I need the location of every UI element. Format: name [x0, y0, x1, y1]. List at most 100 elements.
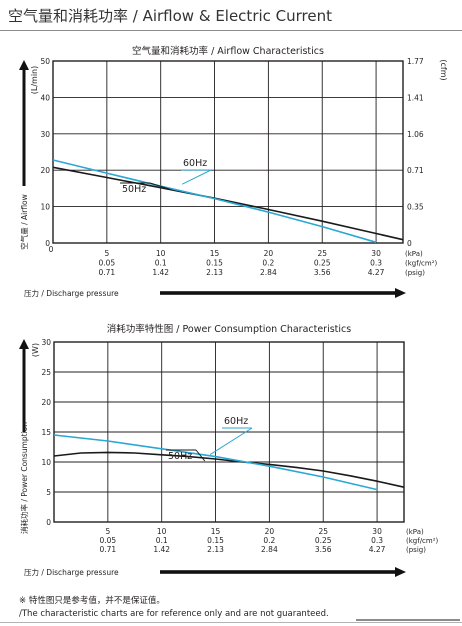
chart1-y2-unit: (cfm): [439, 59, 448, 80]
footer-mark: [356, 619, 460, 621]
chart2-x-unit: (psig): [406, 546, 426, 554]
chart1-y-tick-label: 50: [40, 57, 50, 66]
page-title: 空气量和消耗功率 / Airflow & Electric Current: [8, 7, 333, 25]
chart2-x-axis-title: 压力 / Discharge pressure: [24, 567, 119, 577]
chart2-x-tick-kgf: 0.05: [99, 536, 116, 545]
chart1-x-tick-kpa: 15: [210, 249, 220, 258]
chart2-x-tick-kgf: 0.3: [371, 536, 383, 545]
chart1-x-zero: 0: [49, 245, 54, 254]
chart2-series-60hz: [53, 434, 378, 491]
chart2-series-50hz: [53, 451, 405, 488]
chart2-x-tick-psig: 2.13: [207, 545, 224, 554]
chart2-x-tick-kgf: 0.25: [315, 536, 332, 545]
chart2-x-unit: (kPa): [406, 528, 424, 536]
chart2-x-tick-kgf: 0.2: [263, 536, 275, 545]
chart2-title: 消耗功率特性图 / Power Consumption Characterist…: [107, 323, 351, 335]
chart1-frame: [52, 60, 404, 244]
chart1-x-tick-psig: 2.13: [206, 268, 223, 277]
chart2-x-tick-kgf: 0.15: [207, 536, 224, 545]
chart1-y-tick-label: 10: [40, 203, 50, 212]
chart1-y2-tick-label: 0: [407, 239, 412, 248]
chart1-y2-tick-label: 0.35: [407, 203, 424, 212]
chart1-series-50hz: [52, 166, 404, 241]
chart1-x-tick-psig: 0.71: [98, 268, 115, 277]
chart1-y-axis-title: 空气量 / Airflow: [19, 194, 29, 250]
chart1-x-tick-kgf: 0.2: [262, 259, 274, 268]
chart1-series-60hz: [52, 159, 377, 244]
chart2-x-arrow-shaft: [160, 570, 398, 574]
chart1-x-tick-kpa: 25: [317, 249, 327, 258]
chart1-y-arrow-shaft: [22, 68, 26, 186]
chart2-y-tick-label: 10: [41, 458, 51, 467]
chart1-series-label-50hz: 50Hz: [122, 184, 146, 195]
chart1-callout-line-60hz: [182, 169, 212, 185]
chart2-x-unit: (kgf/cm²): [406, 537, 439, 545]
chart1-x-tick-kgf: 0.05: [98, 259, 115, 268]
chart2-y-axis-title: 消耗功率 / Power Consumption: [19, 422, 29, 534]
chart1-y-tick-label: 20: [40, 166, 50, 175]
footnote-zh: ※ 特性图只是参考值，并不是保证值。: [19, 596, 165, 606]
chart1-series-label-60hz: 60Hz: [183, 158, 207, 169]
chart1-callout-line-50hz: [149, 182, 172, 191]
chart1-y-tick-label: 30: [40, 130, 50, 139]
chart1-x-tick-psig: 1.42: [152, 268, 169, 277]
chart1-x-tick-kpa: 30: [371, 249, 381, 258]
chart2-y-arrow-head: [19, 339, 29, 349]
chart1-x-arrow-shaft: [160, 291, 398, 295]
chart1-x-tick-psig: 2.84: [260, 268, 277, 277]
chart2-callout-line-50hz: [195, 449, 206, 462]
chart2-y-tick-label: 20: [41, 398, 51, 407]
chart2-x-tick-psig: 0.71: [99, 545, 116, 554]
chart2-x-tick-psig: 1.42: [153, 545, 170, 554]
chart1-x-unit: (psig): [405, 269, 425, 277]
chart2-x-tick-kpa: 30: [372, 527, 382, 536]
chart1-y-arrow-head: [19, 60, 29, 70]
chart2-frame: [53, 341, 405, 523]
chart1-x-tick-kgf: 0.15: [206, 259, 223, 268]
chart2-x-tick-kpa: 15: [211, 527, 221, 536]
chart1-title: 空气量和消耗功率 / Airflow Characteristics: [132, 45, 324, 57]
chart1-x-tick-psig: 4.27: [368, 268, 385, 277]
chart1-x-tick-kpa: 5: [104, 249, 109, 258]
chart1-y2-tick-label: 0.71: [407, 166, 424, 175]
chart1-y2-tick-label: 1.77: [407, 57, 424, 66]
footnote: ※ 特性图只是参考值，并不是保证值。 /The characteristic c…: [19, 595, 459, 621]
chart1-x-tick-kpa: 20: [264, 249, 274, 258]
chart1-x-tick-kgf: 0.1: [155, 259, 167, 268]
chart2-x-tick-psig: 3.56: [315, 545, 332, 554]
chart2-y-tick-label: 0: [46, 518, 51, 527]
chart2-x-tick-kgf: 0.1: [156, 536, 168, 545]
chart2-x-tick-kpa: 5: [105, 527, 110, 536]
chart2-x-tick-kpa: 10: [157, 527, 167, 536]
chart2-y-tick-label: 15: [41, 428, 51, 437]
chart1-x-unit: (kPa): [405, 250, 423, 258]
chart1-y-unit: (L/min): [30, 66, 39, 94]
chart1-x-tick-psig: 3.56: [314, 268, 331, 277]
chart2-x-tick-kpa: 25: [318, 527, 328, 536]
chart2-callout-line-60hz: [209, 427, 253, 456]
chart1-y2-tick-label: 1.41: [407, 93, 424, 102]
chart2-y-unit: (W): [31, 343, 40, 357]
chart1-x-tick-kpa: 10: [156, 249, 166, 258]
chart1-y-tick-label: 40: [40, 93, 50, 102]
chart2-series-label-50hz: 50Hz: [168, 451, 192, 462]
chart2-y-tick-label: 5: [46, 488, 51, 497]
page-header: 空气量和消耗功率 / Airflow & Electric Current: [0, 0, 462, 31]
chart1-x-unit: (kgf/cm²): [405, 260, 438, 268]
footer-rule: [0, 622, 462, 623]
chart2-series-label-60hz: 60Hz: [224, 416, 248, 427]
chart2-y-arrow-shaft: [22, 347, 26, 432]
chart1-y-tick-label: 0: [45, 239, 50, 248]
chart1-x-arrow-head: [395, 288, 406, 298]
chart2-x-arrow-head: [395, 567, 406, 577]
chart1-y2-tick-label: 1.06: [407, 130, 424, 139]
footnote-en: /The characteristic charts are for refer…: [19, 609, 329, 619]
chart2-y-tick-label: 30: [41, 338, 51, 347]
chart1-x-tick-kgf: 0.25: [314, 259, 331, 268]
chart1-x-tick-kgf: 0.3: [370, 259, 382, 268]
chart1-x-axis-title: 压力 / Discharge pressure: [24, 288, 119, 298]
chart2-x-tick-psig: 2.84: [261, 545, 278, 554]
chart2-x-tick-kpa: 20: [265, 527, 275, 536]
chart2-y-tick-label: 25: [41, 368, 51, 377]
